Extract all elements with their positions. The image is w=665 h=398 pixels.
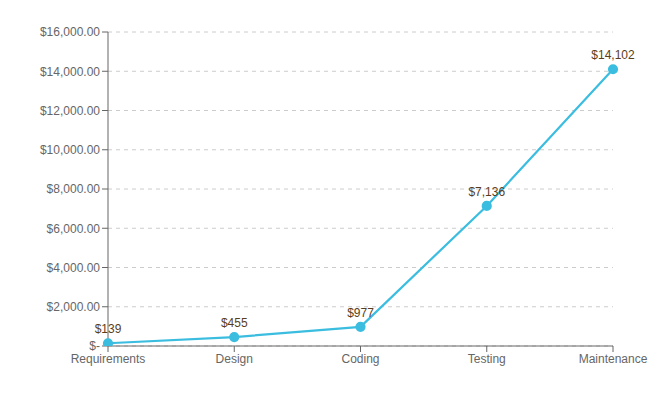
svg-text:$8,000.00: $8,000.00 bbox=[47, 182, 101, 196]
svg-text:$16,000.00: $16,000.00 bbox=[40, 25, 100, 39]
svg-text:$2,000.00: $2,000.00 bbox=[47, 300, 101, 314]
svg-text:$977: $977 bbox=[347, 306, 374, 320]
svg-text:$455: $455 bbox=[221, 316, 248, 330]
svg-text:Testing: Testing bbox=[468, 352, 506, 366]
svg-text:$14,102: $14,102 bbox=[591, 48, 635, 62]
svg-text:$6,000.00: $6,000.00 bbox=[47, 222, 101, 236]
svg-text:Design: Design bbox=[216, 352, 253, 366]
svg-text:Maintenance: Maintenance bbox=[579, 352, 648, 366]
svg-text:$-: $- bbox=[89, 339, 100, 353]
svg-text:Coding: Coding bbox=[341, 352, 379, 366]
svg-text:$4,000.00: $4,000.00 bbox=[47, 261, 101, 275]
svg-text:$12,000.00: $12,000.00 bbox=[40, 104, 100, 118]
svg-text:$7,136: $7,136 bbox=[468, 185, 505, 199]
svg-text:$14,000.00: $14,000.00 bbox=[40, 65, 100, 79]
svg-text:Requirements: Requirements bbox=[71, 352, 146, 366]
svg-text:$10,000.00: $10,000.00 bbox=[40, 143, 100, 157]
svg-text:$139: $139 bbox=[95, 322, 122, 336]
